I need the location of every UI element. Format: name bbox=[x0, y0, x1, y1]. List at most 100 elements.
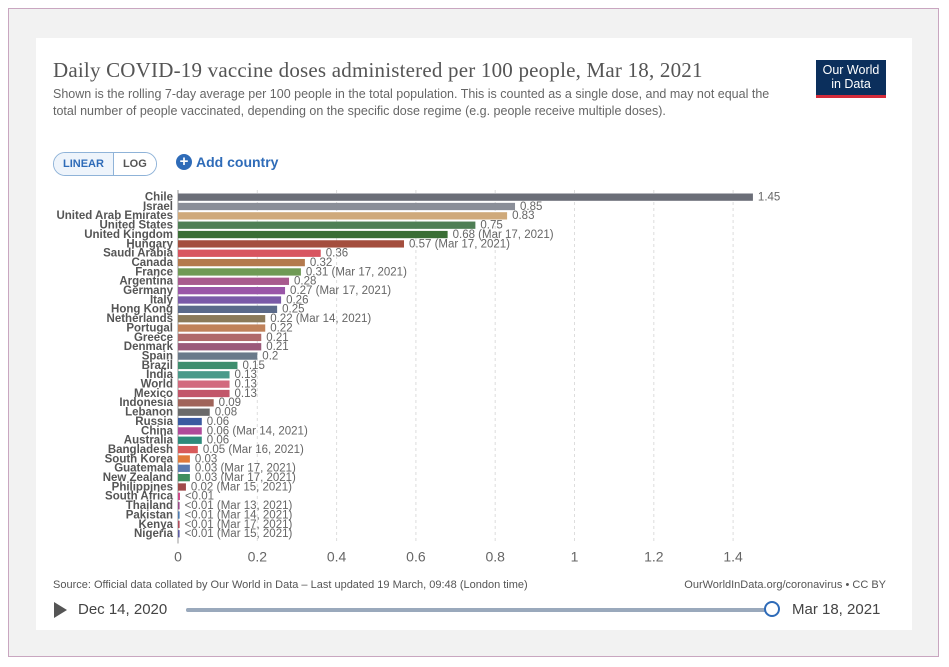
x-tick-label: 1.4 bbox=[723, 548, 743, 564]
value-label: 0.02 (Mar 15, 2021) bbox=[191, 481, 292, 493]
category-label: United Kingdom bbox=[84, 229, 173, 241]
linear-scale-button[interactable]: LINEAR bbox=[54, 153, 114, 175]
category-label: United Arab Emirates bbox=[56, 210, 173, 222]
category-label: Lebanon bbox=[125, 407, 173, 419]
category-label: Netherlands bbox=[107, 313, 173, 325]
category-label: Germany bbox=[123, 285, 173, 297]
value-label: 0.06 (Mar 14, 2021) bbox=[207, 425, 308, 437]
x-tick-label: 0.6 bbox=[406, 548, 426, 564]
bar bbox=[178, 511, 180, 519]
category-label: Nigeria bbox=[134, 528, 174, 540]
timeline-end-date: Mar 18, 2021 bbox=[792, 601, 881, 618]
bar bbox=[178, 408, 210, 416]
value-label: <0.01 (Mar 14, 2021) bbox=[185, 509, 293, 521]
logo-line-2: in Data bbox=[831, 77, 871, 91]
value-label: 0.25 bbox=[282, 304, 304, 316]
owid-logo[interactable]: Our World in Data bbox=[816, 60, 886, 98]
bar bbox=[178, 202, 516, 211]
category-label: Italy bbox=[150, 294, 174, 306]
category-label: Greece bbox=[134, 332, 173, 344]
value-label: 0.03 bbox=[195, 453, 217, 465]
x-tick-label: 0.2 bbox=[248, 548, 268, 564]
bar bbox=[178, 389, 230, 398]
category-label: Chile bbox=[145, 192, 173, 204]
scale-toggle: LINEAR LOG bbox=[53, 152, 157, 176]
value-label: 0.36 bbox=[326, 248, 348, 260]
value-label: 0.03 (Mar 17, 2021) bbox=[195, 463, 296, 475]
log-scale-button[interactable]: LOG bbox=[113, 153, 156, 175]
logo-line-1: Our World bbox=[822, 63, 880, 77]
chart-title: Daily COVID-19 vaccine doses administere… bbox=[53, 58, 703, 82]
category-label: South Africa bbox=[105, 491, 174, 503]
bar bbox=[178, 193, 753, 201]
timeline-fill bbox=[186, 608, 772, 612]
value-label: 0.13 bbox=[235, 369, 257, 381]
bar bbox=[178, 268, 301, 276]
category-label: Guatemala bbox=[114, 463, 173, 475]
value-label: 0.32 bbox=[310, 257, 332, 269]
timeline-handle[interactable] bbox=[764, 601, 780, 617]
category-label: Canada bbox=[131, 257, 173, 269]
x-tick-label: 0.4 bbox=[327, 548, 347, 564]
value-label: 0.13 bbox=[235, 379, 257, 391]
value-label: 0.09 bbox=[219, 397, 241, 409]
bar bbox=[178, 427, 202, 435]
value-label: <0.01 (Mar 13, 2021) bbox=[185, 500, 293, 512]
bar bbox=[178, 464, 190, 472]
x-tick-label: 0 bbox=[174, 548, 182, 564]
value-label: <0.01 bbox=[185, 491, 214, 503]
value-label: 0.13 bbox=[235, 388, 257, 400]
category-label: Spain bbox=[142, 350, 173, 362]
bar bbox=[178, 436, 202, 444]
bar bbox=[178, 296, 282, 304]
category-label: Saudi Arabia bbox=[103, 248, 173, 260]
plus-circle-icon: + bbox=[176, 154, 192, 170]
bar bbox=[178, 305, 278, 313]
category-label: Hong Kong bbox=[111, 304, 173, 316]
bar bbox=[178, 492, 180, 500]
category-label: New Zealand bbox=[103, 472, 173, 484]
bar bbox=[178, 371, 230, 379]
license-link[interactable]: OurWorldInData.org/coronavirus • CC BY bbox=[684, 579, 886, 591]
category-label: Philippines bbox=[112, 481, 173, 493]
bar bbox=[178, 277, 290, 285]
add-country-button[interactable]: + Add country bbox=[176, 154, 278, 170]
bar bbox=[178, 333, 262, 342]
timeline-start-date: Dec 14, 2020 bbox=[78, 601, 168, 618]
category-label: Australia bbox=[124, 435, 174, 447]
value-label: 0.22 bbox=[270, 322, 292, 334]
x-tick-label: 1.2 bbox=[644, 548, 664, 564]
bar bbox=[178, 417, 202, 426]
bar bbox=[178, 212, 508, 220]
category-label: South Korea bbox=[105, 453, 174, 465]
x-tick-label: 0.8 bbox=[485, 548, 505, 564]
chart-subtitle: Shown is the rolling 7-day average per 1… bbox=[53, 87, 770, 118]
category-label: Argentina bbox=[119, 276, 173, 288]
bar bbox=[178, 249, 321, 257]
category-label: Russia bbox=[135, 416, 173, 428]
value-label: 0.28 bbox=[294, 276, 316, 288]
bar bbox=[178, 399, 214, 407]
value-label: 0.75 bbox=[480, 220, 502, 232]
value-label: 0.21 bbox=[266, 332, 288, 344]
add-country-label: Add country bbox=[196, 154, 279, 170]
category-label: France bbox=[135, 266, 173, 278]
value-label: 0.31 (Mar 17, 2021) bbox=[306, 266, 407, 278]
category-label: Denmark bbox=[124, 341, 174, 353]
bar bbox=[178, 361, 238, 370]
value-label: <0.01 (Mar 17, 2021) bbox=[185, 519, 293, 531]
play-icon[interactable] bbox=[54, 602, 67, 618]
bar bbox=[178, 343, 262, 351]
category-label: Brazil bbox=[142, 360, 173, 372]
timeline-track[interactable] bbox=[186, 608, 772, 612]
bar bbox=[178, 445, 198, 454]
category-label: Mexico bbox=[134, 388, 173, 400]
bar bbox=[178, 240, 405, 248]
category-label: Hungary bbox=[126, 238, 173, 250]
category-label: World bbox=[141, 379, 173, 391]
bar bbox=[178, 483, 186, 491]
source-note: Source: Official data collated by Our Wo… bbox=[53, 579, 528, 591]
value-label: 0.06 bbox=[207, 416, 229, 428]
category-label: Portugal bbox=[126, 322, 173, 334]
